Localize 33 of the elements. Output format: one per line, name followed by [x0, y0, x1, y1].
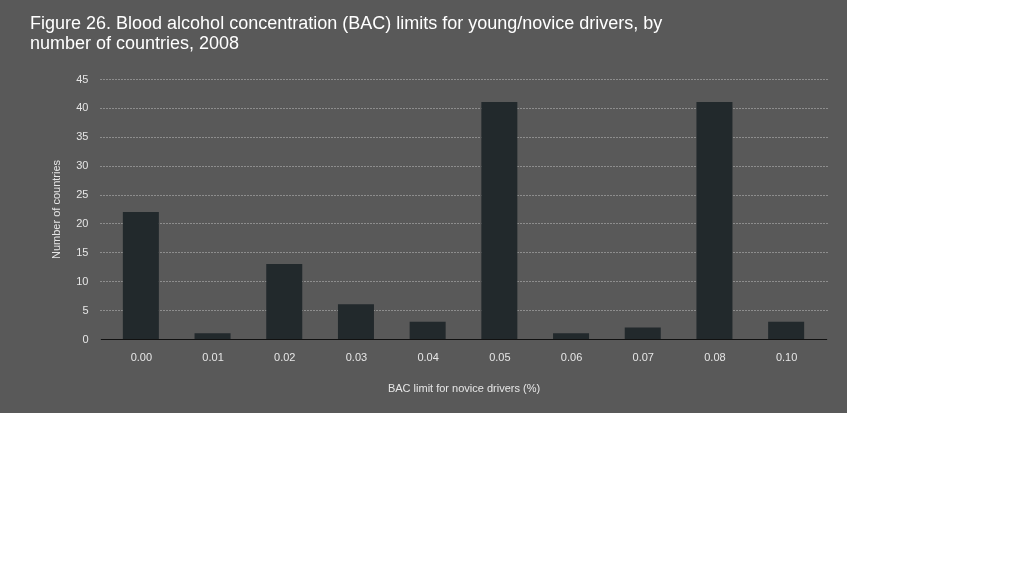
- bar: [409, 321, 446, 339]
- x-tick-label: 0.02: [274, 350, 296, 363]
- x-tick-label: 0.07: [632, 350, 654, 363]
- chart-title: Figure 26. Blood alcohol concentration (BAC) limits for young/novice drivers, by number of countries, 2008: [30, 13, 663, 53]
- y-tick-label: 40: [76, 101, 89, 114]
- y-tick-label: 45: [76, 72, 89, 85]
- x-tick-label: 0.00: [130, 350, 153, 363]
- x-tick-label: 0.03: [345, 350, 368, 363]
- y-tick-label: 15: [76, 245, 89, 258]
- bar: [481, 102, 518, 339]
- y-tick-label: 5: [82, 303, 89, 316]
- bar: [337, 304, 374, 339]
- x-tick-label: 0.08: [704, 350, 726, 363]
- x-tick-label: 0.05: [489, 350, 511, 363]
- y-tick-label: 20: [76, 216, 89, 229]
- y-tick-label: 25: [76, 188, 89, 201]
- y-tick-label: 35: [76, 130, 89, 143]
- bar: [122, 211, 159, 339]
- x-tick-label: 0.10: [775, 350, 798, 363]
- bar: [768, 321, 805, 339]
- y-tick-label: 30: [76, 159, 89, 172]
- bar: [553, 333, 590, 339]
- y-tick-label: 0: [82, 332, 89, 345]
- x-axis-title: BAC limit for novice drivers (%): [387, 381, 541, 394]
- x-tick-label: 0.01: [202, 350, 224, 363]
- bar: [266, 263, 303, 339]
- x-tick-label: 0.06: [560, 350, 583, 363]
- y-tick-label: 10: [76, 274, 89, 287]
- bar: [194, 333, 231, 339]
- bar: [696, 102, 733, 339]
- x-tick-label: 0.04: [417, 350, 439, 363]
- y-axis-title: Number of countries: [50, 159, 63, 260]
- bar: [624, 327, 661, 339]
